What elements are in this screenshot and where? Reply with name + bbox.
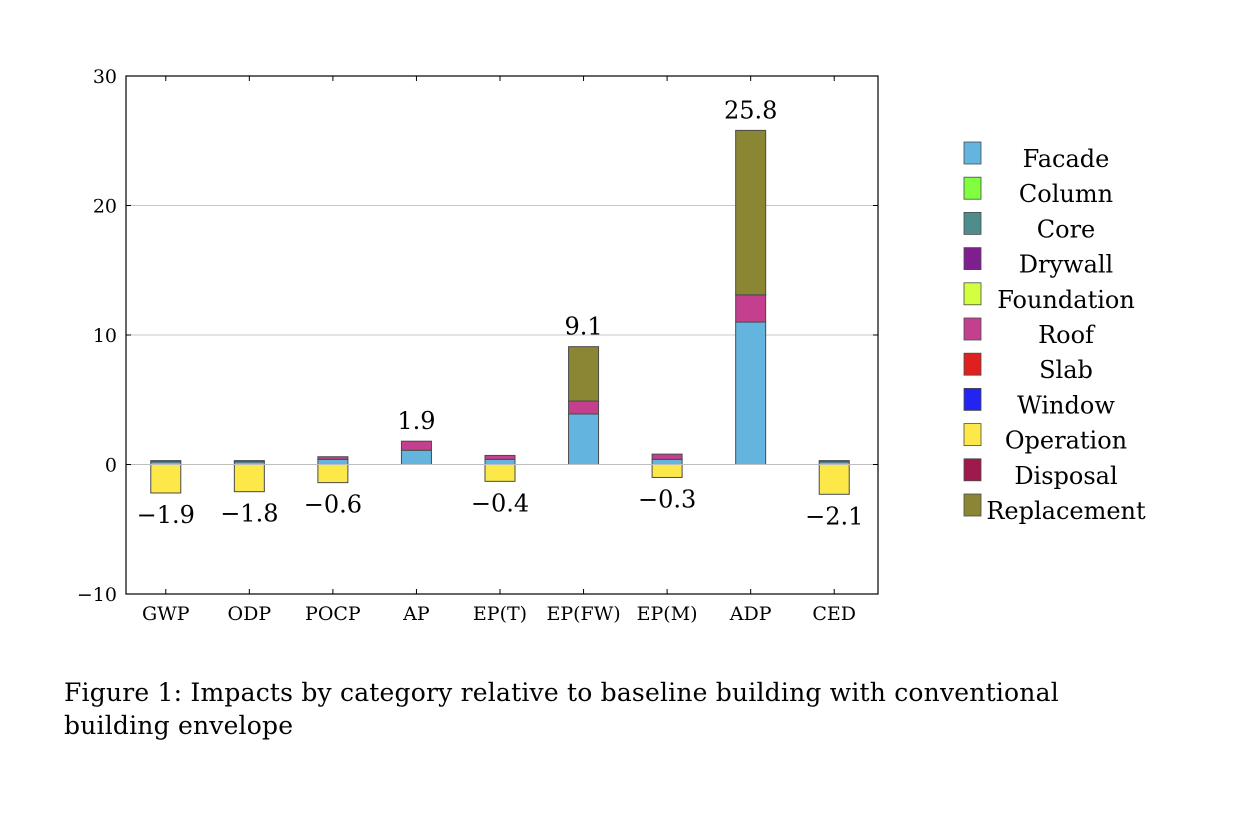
bar-total-label: −0.3 [638,485,696,513]
bar-total-label: 1.9 [397,407,435,435]
legend-swatch-operation [963,423,982,447]
bar-segment-roof [233,460,265,463]
legend-swatch-disposal [963,458,982,482]
bar-total-label: −0.4 [471,489,529,517]
legend-label: Slab [1039,356,1093,384]
legend-swatch-drywall [963,247,982,271]
bars [150,129,850,495]
figure-caption: Figure 1: Impacts by category relative t… [64,678,1059,740]
legend-label: Operation [1005,427,1127,455]
bar-total-label: −1.9 [137,501,195,529]
bar-segment-replacement [735,129,767,296]
y-tick-label: 30 [93,66,117,88]
x-tick-label: GWP [142,603,190,625]
bar-segment-facade [568,413,600,465]
bar-segment-operation [317,464,349,484]
x-tick-label: EP(T) [473,603,527,625]
legend-swatch-core [963,211,982,235]
bar-segment-operation [150,464,182,494]
data-labels: −1.9 −1.8 −0.6 1.9 −0.4 9.1 −0.3 25.8 −2.1 [137,96,864,530]
bar-total-label: 25.8 [724,96,777,124]
bar-segment-facade [484,458,516,466]
bar-segment-operation [818,464,850,495]
legend-label: Column [1019,180,1113,208]
x-tick-label: AP [402,603,430,625]
bar-segment-facade [651,458,683,466]
bar-total-label: −1.8 [220,500,278,528]
legend-label: Roof [1038,321,1096,349]
legend-swatch-foundation [963,282,982,306]
x-tick-label: POCP [305,603,361,625]
x-tick-label: EP(M) [637,603,698,625]
y-tick-label: 10 [93,325,117,347]
bar-segment-facade [317,458,349,466]
bar-segment-roof [818,460,850,463]
legend-label: Window [1017,391,1115,419]
bar-segment-operation [233,464,265,493]
legend-swatch-roof [963,317,982,341]
axis-ticks: −10 0 10 20 30 GWP ODP POCP AP EP(T) EP(FW) EP(M) AD… [77,66,878,625]
legend-swatch-slab [963,352,982,376]
legend-swatch-window [963,387,982,411]
x-tick-label: EP(FW) [546,603,620,625]
legend-label: Facade [1023,145,1110,173]
bar-segment-operation [484,464,516,482]
legend-swatch-facade [963,141,982,165]
bar-segment-roof [568,400,600,415]
legend-label: Disposal [1014,462,1117,490]
y-tick-label: 20 [93,196,117,218]
bar-segment-facade [400,449,432,466]
x-tick-label: ADP [729,603,772,625]
x-tick-label: ODP [228,603,272,625]
legend-swatch-replacement [963,493,982,517]
bar-total-label: −0.6 [304,491,362,519]
bar-total-label: 9.1 [564,313,602,341]
bar-segment-replacement [568,346,600,402]
legend-label: Replacement [986,497,1146,525]
bar-segment-roof [651,453,683,460]
bar-segment-roof [150,460,182,463]
y-tick-label: 0 [105,455,117,477]
bar-total-label: −2.1 [805,502,863,530]
legend: Facade Column Core Drywall Foundation Roof Sla… [963,141,1146,525]
bar-segment-roof [484,454,516,460]
bar-segment-roof [317,456,349,460]
x-tick-label: CED [812,603,856,625]
legend-label: Foundation [997,286,1135,314]
y-tick-label: −10 [77,584,117,606]
bar-segment-operation [651,464,683,478]
bar-chart: −10 0 10 20 30 GWP ODP POCP AP EP(T) EP(FW) EP(M) AD… [77,66,1146,625]
bar-segment-facade [735,321,767,465]
bar-segment-roof [735,294,767,323]
legend-label: Core [1037,215,1096,243]
legend-swatch-column [963,176,982,200]
bar-segment-roof [400,440,432,451]
legend-label: Drywall [1019,251,1113,279]
